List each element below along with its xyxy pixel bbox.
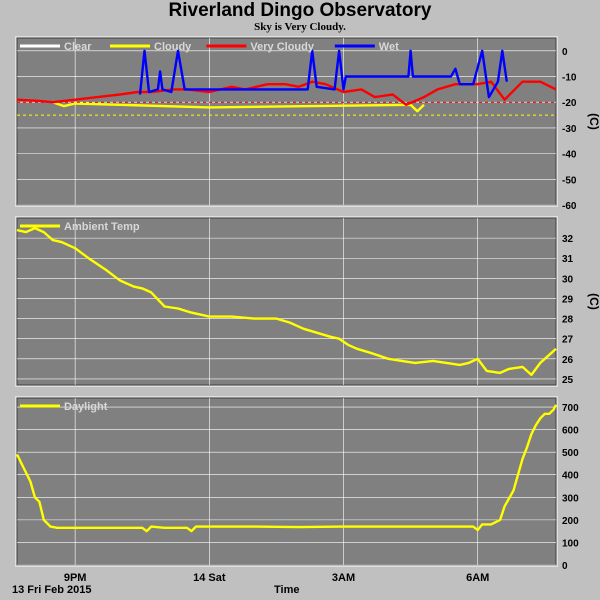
sky-status: Sky is Very Cloudy. (254, 21, 346, 33)
y-tick-label: 600 (562, 426, 579, 437)
y-tick-label: 30 (562, 274, 574, 285)
y-tick-label: 29 (562, 294, 574, 305)
y-tick-label: 0 (562, 47, 568, 58)
legend-label: Cloudy (154, 41, 192, 53)
x-tick-label: 3AM (332, 572, 355, 584)
legend-label: Wet (379, 41, 399, 53)
series-daylight (15, 404, 558, 533)
y-tick-label: -60 (562, 201, 577, 212)
y-axis-label: (C) (587, 113, 600, 130)
daylight-chart-plot-area (16, 397, 557, 566)
page-title: Riverland Dingo Observatory (168, 0, 432, 21)
ambient-chart-plot-area (16, 217, 557, 386)
y-tick-label: 0 (562, 561, 568, 572)
legend-label: Ambient Temp (64, 221, 140, 233)
x-tick-label: 6AM (466, 572, 489, 584)
date-label: 13 Fri Feb 2015 (12, 584, 92, 596)
y-tick-label: 28 (562, 315, 574, 326)
y-axis-label: (C) (587, 293, 600, 310)
series-ambient-temp (16, 226, 557, 377)
y-tick-label: -40 (562, 150, 577, 161)
y-tick-label: 100 (562, 538, 579, 549)
cloud-chart-plot-area (16, 37, 557, 206)
y-tick-label: -10 (562, 73, 577, 84)
x-tick-label: 14 Sat (193, 572, 226, 584)
y-tick-label: 300 (562, 493, 579, 504)
legend-label: Clear (64, 41, 92, 53)
x-tick-label: 9PM (64, 572, 87, 584)
y-tick-label: 31 (562, 254, 574, 265)
y-tick-label: -30 (562, 124, 577, 135)
legend-label: Daylight (64, 401, 108, 413)
series-wet (138, 49, 508, 99)
y-tick-label: 26 (562, 355, 574, 366)
y-tick-label: 32 (562, 234, 574, 245)
y-tick-label: 25 (562, 375, 574, 386)
y-tick-label: -20 (562, 98, 577, 109)
y-tick-label: 27 (562, 335, 574, 346)
y-tick-label: 200 (562, 516, 579, 527)
legend-label: Very Cloudy (250, 41, 314, 53)
time-axis-label: Time (274, 584, 300, 596)
series-cloudy (52, 101, 425, 113)
y-tick-label: 500 (562, 448, 579, 459)
y-tick-label: 400 (562, 471, 579, 482)
y-tick-label: 700 (562, 403, 579, 414)
y-tick-label: -50 (562, 175, 577, 186)
